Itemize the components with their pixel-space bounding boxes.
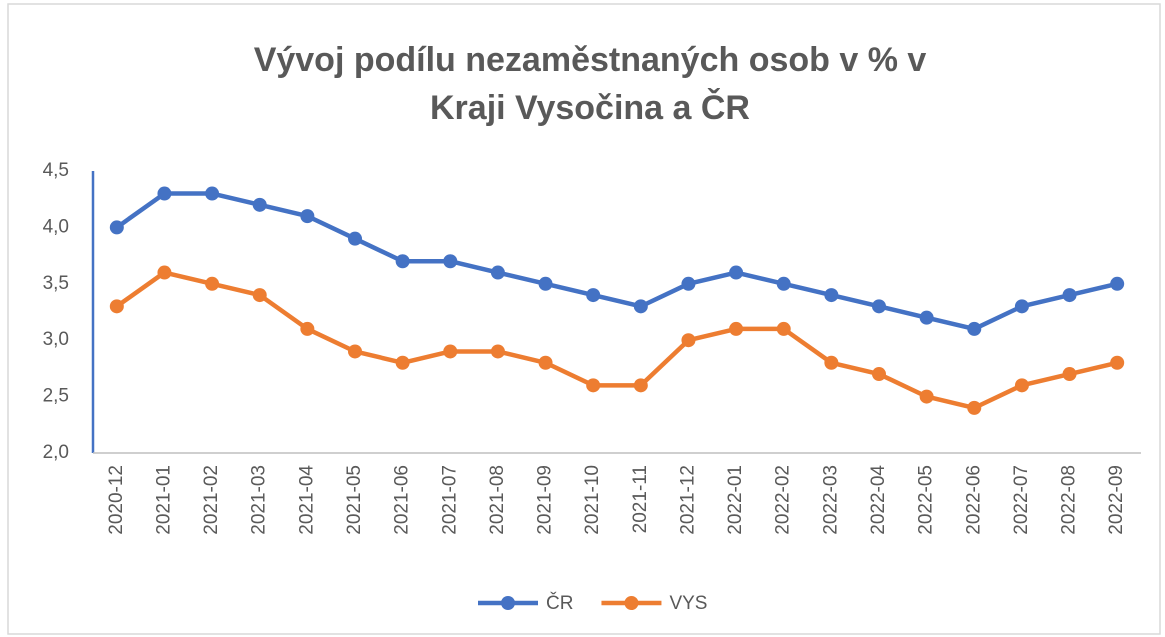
data-point [681, 333, 696, 348]
data-point [205, 276, 220, 291]
data-point [348, 344, 362, 359]
data-point [395, 254, 410, 269]
x-tick-label: 2021-06 [392, 465, 413, 535]
x-tick-label: 2021-11 [630, 465, 651, 533]
data-point [205, 186, 220, 201]
data-point [729, 265, 744, 280]
x-tick-label: 2022-06 [963, 465, 984, 535]
y-tick-label: 4,5 [43, 160, 69, 181]
x-tick-label: 2020-12 [106, 465, 127, 535]
y-tick-label: 3,5 [43, 273, 69, 294]
x-tick-label: 2021-12 [677, 465, 698, 535]
data-point [395, 355, 410, 370]
data-point [157, 186, 172, 201]
x-tick-label: 2022-04 [868, 465, 889, 535]
data-point [443, 254, 458, 269]
data-point [633, 299, 648, 314]
data-point [872, 299, 886, 314]
y-tick-label: 2,5 [43, 386, 69, 407]
y-tick-label: 4,0 [43, 216, 69, 237]
x-tick-label: 2022-01 [725, 465, 746, 535]
data-point [490, 344, 505, 359]
x-tick-label: 2021-08 [487, 465, 508, 535]
data-point [967, 400, 982, 415]
data-point [300, 321, 315, 336]
x-tick-label: 2022-07 [1011, 465, 1032, 535]
x-tick-label: 2021-07 [439, 465, 460, 535]
data-point [776, 276, 791, 291]
x-tick-label: 2022-03 [820, 465, 841, 535]
data-point [1062, 288, 1077, 303]
data-point [919, 310, 934, 325]
data-point [490, 265, 505, 280]
data-point [1014, 378, 1029, 393]
data-point [348, 231, 362, 246]
x-tick-label: 2021-03 [249, 465, 270, 535]
legend-marker [501, 596, 515, 610]
data-point [1110, 355, 1125, 370]
series-line [115, 270, 1118, 411]
data-point [252, 288, 267, 303]
data-point [872, 367, 886, 382]
series-line [115, 191, 1118, 332]
data-point [776, 321, 791, 336]
legend-label: ČR [546, 592, 573, 614]
y-tick-label: 3,0 [43, 329, 69, 350]
x-tick-label: 2022-02 [773, 465, 794, 535]
data-point [824, 355, 839, 370]
data-point [538, 276, 553, 291]
data-point [729, 321, 744, 336]
x-tick-label: 2021-04 [296, 465, 317, 535]
data-point [919, 389, 934, 404]
data-point [633, 378, 648, 393]
legend-marker [624, 596, 639, 610]
data-point [300, 209, 315, 224]
data-point [443, 344, 458, 359]
chart-title: Kraji Vysočina a ČR [430, 88, 750, 127]
chart-title: Vývoj podílu nezaměstnaných osob v % v [254, 41, 927, 79]
data-point [967, 321, 982, 336]
legend-label: VYS [669, 593, 707, 614]
chart-border [7, 3, 1161, 635]
x-tick-label: 2021-10 [582, 465, 603, 535]
data-point [1110, 276, 1125, 291]
data-point [1014, 299, 1029, 314]
data-point [681, 276, 696, 291]
x-tick-label: 2021-05 [344, 465, 365, 535]
x-tick-label: 2022-08 [1059, 465, 1080, 535]
data-point [109, 220, 124, 235]
x-tick-label: 2021-09 [535, 465, 556, 535]
y-tick-label: 2,0 [43, 442, 69, 463]
data-point [252, 197, 267, 212]
data-point [586, 288, 601, 303]
x-tick-label: 2022-09 [1106, 465, 1127, 535]
x-tick-label: 2022-05 [916, 465, 937, 535]
data-point [586, 378, 601, 393]
data-point [538, 355, 553, 370]
x-tick-label: 2021-02 [201, 465, 222, 535]
data-point [109, 299, 124, 314]
data-point [1062, 367, 1077, 382]
data-point [157, 265, 172, 280]
data-point [824, 288, 839, 303]
x-tick-label: 2021-01 [153, 465, 174, 535]
